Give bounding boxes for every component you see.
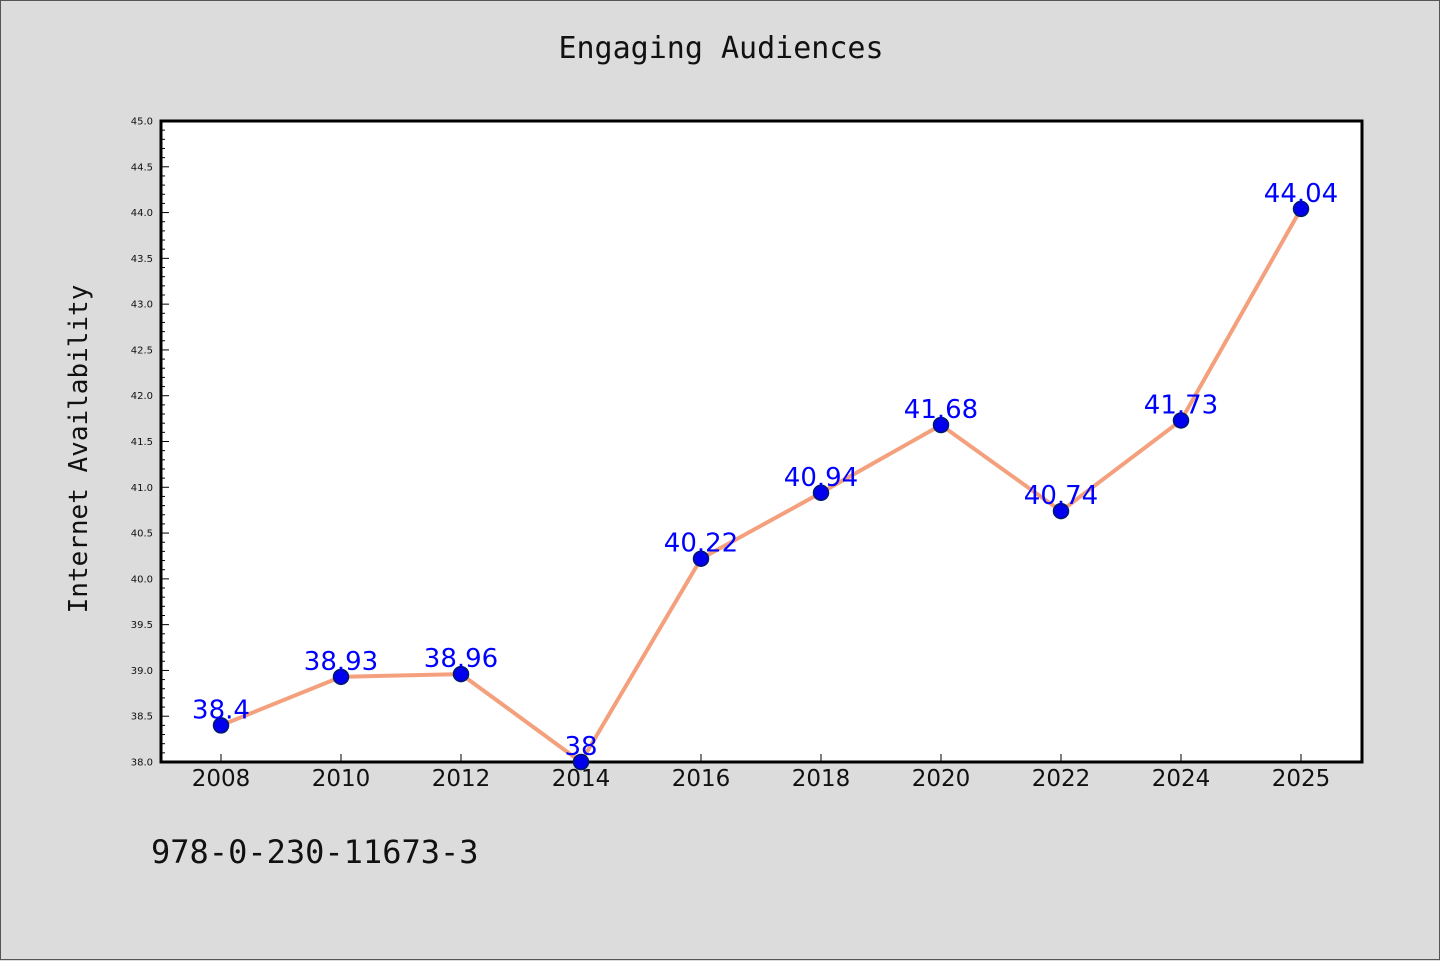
data-point [1052,502,1070,520]
footer-code: 978-0-230-11673-3 [151,833,479,871]
x-tick-label: 2024 [1152,766,1211,792]
data-label: 40.22 [664,529,738,559]
series-internet-availability: 38.4 38.93 38.96 38 40.22 40.94 41.68 40.74 41.7… [192,179,1338,771]
x-tick-label: 2025 [1272,766,1331,792]
y-tick-label: 41.0 [131,483,153,494]
data-label: 38.93 [304,647,378,677]
x-tick-label: 2020 [912,766,971,792]
x-tick-label: 2022 [1032,766,1091,792]
data-point [1172,412,1190,429]
data-label: 40.74 [1024,481,1098,511]
y-tick-label: 39.5 [131,620,153,631]
data-label: 38.96 [424,644,498,674]
data-point [572,753,590,771]
y-tick-label: 41.5 [131,437,153,448]
y-tick-label: 43.0 [131,300,153,311]
y-tick-label: 38.0 [131,758,153,769]
data-point [932,416,950,434]
x-tick-label: 2014 [552,766,611,792]
x-axis: 2008 2010 2012 2014 2016 2018 2020 2022 2024 2025 [192,754,1331,792]
y-tick-label: 40.5 [131,529,153,540]
data-point [812,484,830,502]
y-axis: 38.0 38.5 39.0 39.5 40.0 40.5 41.0 41.5 42.0 42.5… [131,117,169,769]
data-point [332,668,350,686]
y-tick-label: 43.5 [131,254,153,265]
y-tick-label: 40.0 [131,574,153,585]
y-tick-label: 44.5 [131,162,153,173]
y-axis-label: Internet Availability [64,285,94,614]
y-tick-label: 45.0 [131,117,153,128]
x-tick-label: 2016 [672,766,731,792]
y-tick-label: 42.5 [131,345,153,356]
x-tick-label: 2018 [792,766,851,792]
x-tick-label: 2012 [432,766,491,792]
data-label: 38 [564,732,597,762]
plot-area [159,119,1364,764]
data-label: 40.94 [784,463,858,493]
data-label: 38.4 [192,695,250,725]
chart-title: Engaging Audiences [558,31,884,66]
y-tick-label: 38.5 [131,712,153,723]
x-tick-label: 2010 [312,766,371,792]
data-label: 41.73 [1144,390,1218,420]
data-point [692,550,710,567]
y-tick-label: 39.0 [131,666,153,677]
series-line [220,207,1303,764]
data-point [212,717,230,734]
data-label: 44.04 [1264,179,1338,209]
data-point [1292,200,1310,218]
x-tick-label: 2008 [192,766,251,792]
y-tick-label: 42.0 [131,391,153,402]
data-point [452,665,470,683]
data-label: 41.68 [904,395,978,425]
y-tick-label: 44.0 [131,208,153,219]
